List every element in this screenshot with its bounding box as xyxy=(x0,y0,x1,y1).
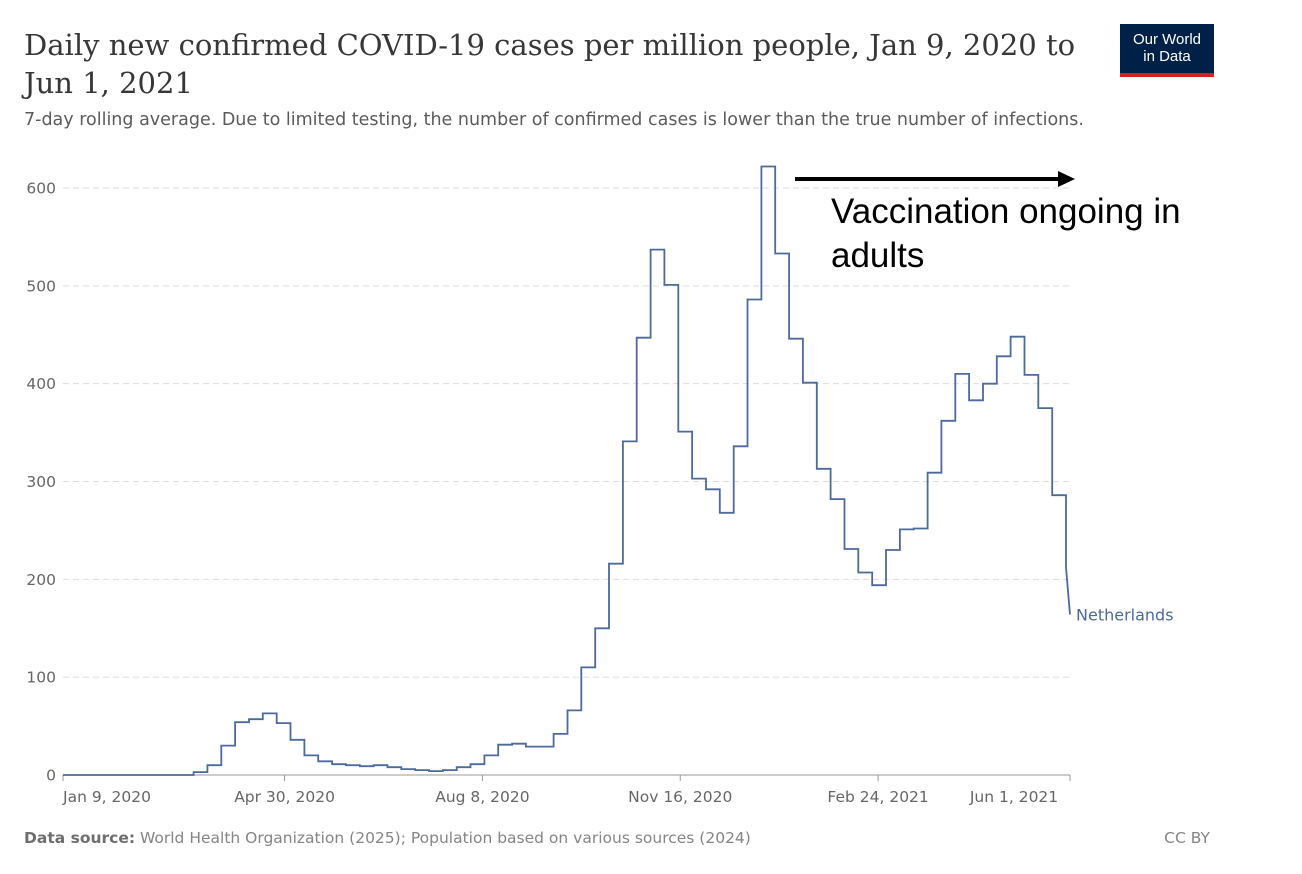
y-tick-label-600: 600 xyxy=(26,180,56,198)
gridlines xyxy=(63,187,1070,678)
x-tick-label-5: Jun 1, 2021 xyxy=(969,788,1058,806)
owid-logo[interactable]: Our World in Data xyxy=(1120,24,1214,77)
x-axis: Jan 9, 2020 Apr 30, 2020 Aug 8, 2020 Nov 16… xyxy=(62,774,1071,806)
logo-line-1: Our World xyxy=(1132,31,1202,48)
y-tick-label-400: 400 xyxy=(26,375,56,393)
y-axis: 0 100 200 300 400 500 600 xyxy=(26,180,56,785)
y-tick-label-300: 300 xyxy=(26,473,56,491)
vaccination-annotation: Vaccination ongoing in adults xyxy=(795,171,1181,275)
license-link[interactable]: CC BY xyxy=(1164,829,1210,847)
y-tick-label-0: 0 xyxy=(46,767,56,785)
chart-title: Daily new confirmed COVID-19 cases per m… xyxy=(24,28,1076,100)
annotation-text-line-1: Vaccination ongoing in xyxy=(831,192,1181,231)
annotation-arrow-head xyxy=(1058,171,1075,187)
data-source: Data source: World Health Organization (… xyxy=(24,829,751,847)
logo-line-2: in Data xyxy=(1143,48,1191,65)
chart-subtitle: 7-day rolling average. Due to limited te… xyxy=(24,110,1084,130)
x-tick-label-1: Apr 30, 2020 xyxy=(234,788,335,806)
x-tick-label-3: Nov 16, 2020 xyxy=(628,788,732,806)
x-tick-label-0: Jan 9, 2020 xyxy=(62,788,151,806)
y-tick-label-200: 200 xyxy=(26,571,56,589)
x-tick-label-2: Aug 8, 2020 xyxy=(435,788,529,806)
y-tick-label-500: 500 xyxy=(26,277,56,295)
data-source-label: Data source: xyxy=(24,829,136,847)
y-tick-label-100: 100 xyxy=(26,669,56,687)
x-tick-label-4: Feb 24, 2021 xyxy=(827,788,928,806)
data-source-text[interactable]: World Health Organization (2025); Popula… xyxy=(135,829,751,847)
annotation-text-line-2: adults xyxy=(831,236,924,275)
series-label-netherlands[interactable]: Netherlands xyxy=(1076,606,1174,625)
series-line-netherlands[interactable] xyxy=(63,165,1071,776)
